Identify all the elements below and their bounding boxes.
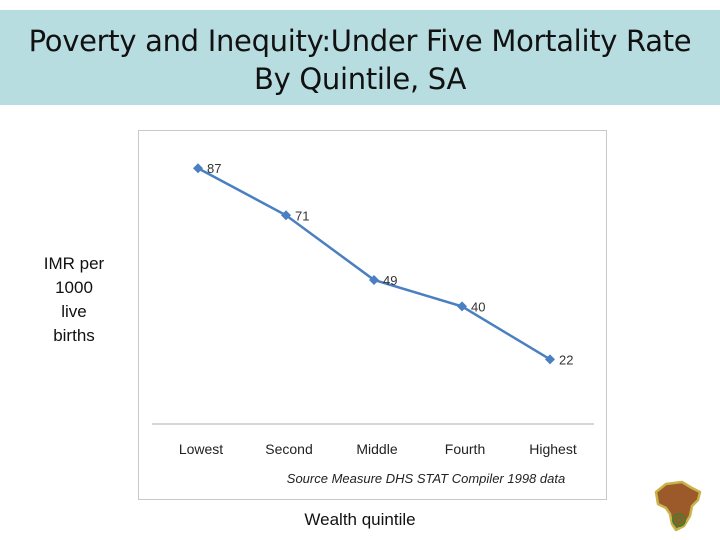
slide-title-line1: Poverty and Inequity:Under Five Mortalit… [28,24,692,58]
y-axis-label-line: IMR per [43,254,105,273]
series-layer: 87 71 49 40 22 [193,161,573,367]
data-point-marker [281,210,291,221]
chart-frame [138,130,607,500]
africa-map-icon [654,480,702,532]
title-bar: Poverty and Inequity:Under Five Mortalit… [0,10,720,105]
slide-title-line2: By Quintile, SA [254,62,466,96]
series-line [197,167,551,361]
data-label: 87 [207,161,221,176]
x-tick-label: Fourth [445,441,485,457]
x-tick-label: Lowest [179,441,223,457]
data-point-marker [545,354,555,365]
data-point-marker [457,301,467,312]
data-label: 49 [383,273,397,288]
tick-label-layer: Lowest Second Middle Fourth Highest [179,441,577,457]
y-axis-label-line: births [53,326,95,345]
x-axis-label: Wealth quintile [304,510,416,529]
y-axis-label-line: 1000 [55,278,93,297]
x-tick-label: Middle [356,441,397,457]
data-point-marker [193,163,203,174]
y-axis-label: IMR per 1000 live births [28,252,120,348]
data-label: 22 [559,352,573,367]
x-tick-label: Highest [529,441,577,457]
y-axis-label-line: live [61,302,87,321]
data-point-marker [369,274,379,285]
data-label: 40 [471,299,485,314]
source-note: Source Measure DHS STAT Compiler 1998 da… [287,471,565,486]
x-tick-label: Second [265,441,312,457]
data-label: 71 [295,208,309,223]
